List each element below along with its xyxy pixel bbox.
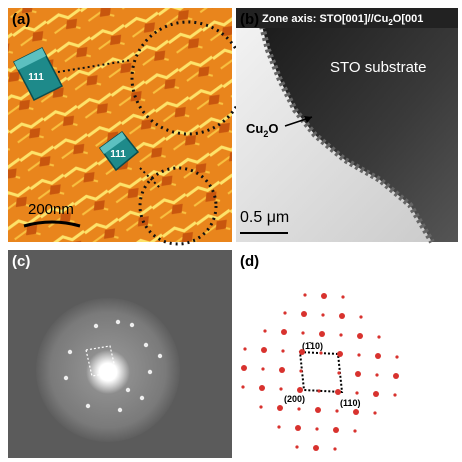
diffraction-spot <box>357 333 363 339</box>
diffraction-spot <box>301 331 304 334</box>
diffraction-spot <box>373 411 376 414</box>
diffraction-spot <box>353 429 356 432</box>
diffraction-spot <box>357 353 360 356</box>
diffraction-spot <box>241 385 244 388</box>
scale-bar-label: 200nm <box>28 201 74 218</box>
diffraction-spot <box>359 315 362 318</box>
diffraction-spot <box>297 407 300 410</box>
spot-label: (110) <box>340 398 361 408</box>
diffraction-spot <box>299 369 302 372</box>
diffraction-spot <box>277 405 283 411</box>
diffraction-spot <box>279 367 285 373</box>
diffraction-spot <box>337 371 340 374</box>
diffraction-spot <box>261 347 267 353</box>
diffraction-spot <box>335 389 341 395</box>
diffraction-spot <box>259 385 265 391</box>
spot-label: (1̄10) <box>302 341 323 351</box>
diffraction-spot <box>144 343 148 347</box>
spot-label: (200) <box>284 394 305 404</box>
diffraction-spot <box>241 365 247 371</box>
diffraction-spot <box>86 404 90 408</box>
diffraction-spot <box>243 347 246 350</box>
diffraction-spot <box>116 320 120 324</box>
diffraction-spot <box>277 425 280 428</box>
panel-label: (b) <box>240 11 259 28</box>
diffraction-spot <box>299 349 305 355</box>
diffraction-spot <box>315 427 318 430</box>
diffraction-spot <box>64 376 68 380</box>
diffraction-spot <box>297 387 303 393</box>
diffraction-spot <box>283 311 286 314</box>
diffraction-spot <box>393 373 399 379</box>
diffraction-spot <box>94 324 98 328</box>
diffraction-spot <box>373 391 379 397</box>
diffraction-spot <box>281 349 284 352</box>
panel-label: (d) <box>240 253 259 270</box>
diffraction-spot <box>339 313 345 319</box>
panel-c: (c) <box>8 250 232 458</box>
diffraction-spot <box>158 354 162 358</box>
diffraction-spot <box>259 405 262 408</box>
diffraction-spot <box>395 355 398 358</box>
diffraction-spot <box>375 373 378 376</box>
crystal-label: 111 <box>110 149 126 160</box>
diffraction-spot <box>313 445 319 451</box>
diffraction-spot <box>315 407 321 413</box>
panel-a: 111 111 (a) 200nm <box>8 8 244 244</box>
diffraction-spot <box>355 391 358 394</box>
diffraction-spot <box>279 387 282 390</box>
diffraction-spot <box>333 447 336 450</box>
panel-d: (d) (1̄10) (200) (110) <box>240 253 399 451</box>
diffraction-spot <box>130 323 134 327</box>
central-beam <box>86 350 130 394</box>
diffraction-spot <box>303 293 306 296</box>
diffraction-spot <box>333 427 339 433</box>
diffraction-spot <box>353 409 359 415</box>
panel-b: Zone axis: STO[001]//Cu2O[001 (b) STO su… <box>236 8 458 242</box>
zone-axis: Zone axis: STO[001]//Cu2O[001 <box>262 13 423 27</box>
unit-cell <box>300 352 342 392</box>
diffraction-spot <box>140 396 144 400</box>
diffraction-spot <box>393 393 396 396</box>
diffraction-spot <box>341 295 344 298</box>
scale-bar-label: 0.5 μm <box>240 209 289 226</box>
diffraction-spot <box>301 311 307 317</box>
diffraction-spot <box>126 388 130 392</box>
crystal-label: 111 <box>28 72 44 83</box>
substrate-label: STO substrate <box>330 59 426 76</box>
diffraction-spot <box>319 331 325 337</box>
panel-label: (a) <box>12 11 30 28</box>
diffraction-spot <box>337 351 343 357</box>
diffraction-spot <box>261 367 264 370</box>
diffraction-spot <box>317 389 320 392</box>
diffraction-spot <box>339 333 342 336</box>
diffraction-spot <box>281 329 287 335</box>
diffraction-spot <box>295 445 298 448</box>
diffraction-spot <box>375 353 381 359</box>
figure: 111 111 (a) 200nm Zone axis: STO[001]//C… <box>0 0 462 462</box>
diffraction-spot <box>295 425 301 431</box>
diffraction-spot <box>118 408 122 412</box>
diffraction-spot <box>335 409 338 412</box>
panel-label: (c) <box>12 253 30 270</box>
diffraction-spot <box>321 313 324 316</box>
diffraction-spot <box>377 335 380 338</box>
diffraction-spot <box>68 350 72 354</box>
diffraction-spot <box>319 351 322 354</box>
diffraction-spot <box>321 293 327 299</box>
diffraction-spot <box>355 371 361 377</box>
diffraction-spot <box>263 329 266 332</box>
diffraction-spot <box>148 370 152 374</box>
